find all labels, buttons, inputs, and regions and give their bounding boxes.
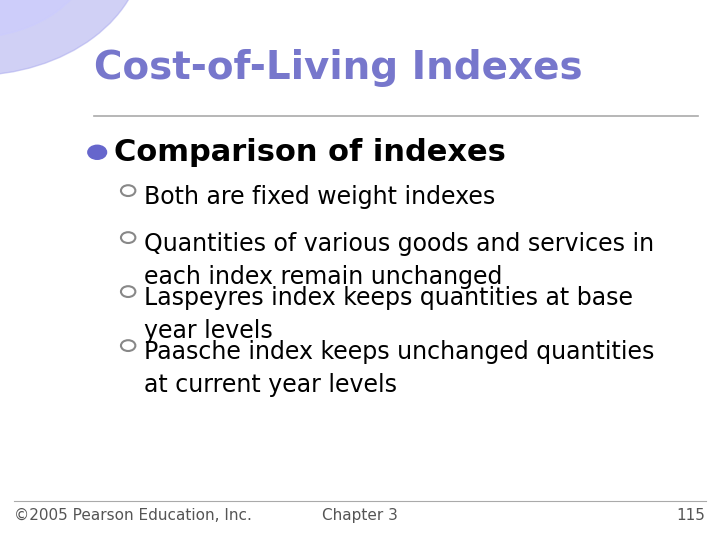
- Circle shape: [88, 145, 107, 159]
- Text: ©2005 Pearson Education, Inc.: ©2005 Pearson Education, Inc.: [14, 508, 252, 523]
- Circle shape: [0, 0, 144, 76]
- Text: Paasche index keeps unchanged quantities
at current year levels: Paasche index keeps unchanged quantities…: [144, 340, 654, 397]
- Circle shape: [0, 0, 94, 38]
- Text: Quantities of various goods and services in
each index remain unchanged: Quantities of various goods and services…: [144, 232, 654, 289]
- Text: Chapter 3: Chapter 3: [322, 508, 398, 523]
- Text: 115: 115: [677, 508, 706, 523]
- Text: Laspeyres index keeps quantities at base
year levels: Laspeyres index keeps quantities at base…: [144, 286, 633, 343]
- Text: Both are fixed weight indexes: Both are fixed weight indexes: [144, 185, 495, 209]
- Text: Comparison of indexes: Comparison of indexes: [114, 138, 505, 167]
- Text: Cost-of-Living Indexes: Cost-of-Living Indexes: [94, 49, 582, 86]
